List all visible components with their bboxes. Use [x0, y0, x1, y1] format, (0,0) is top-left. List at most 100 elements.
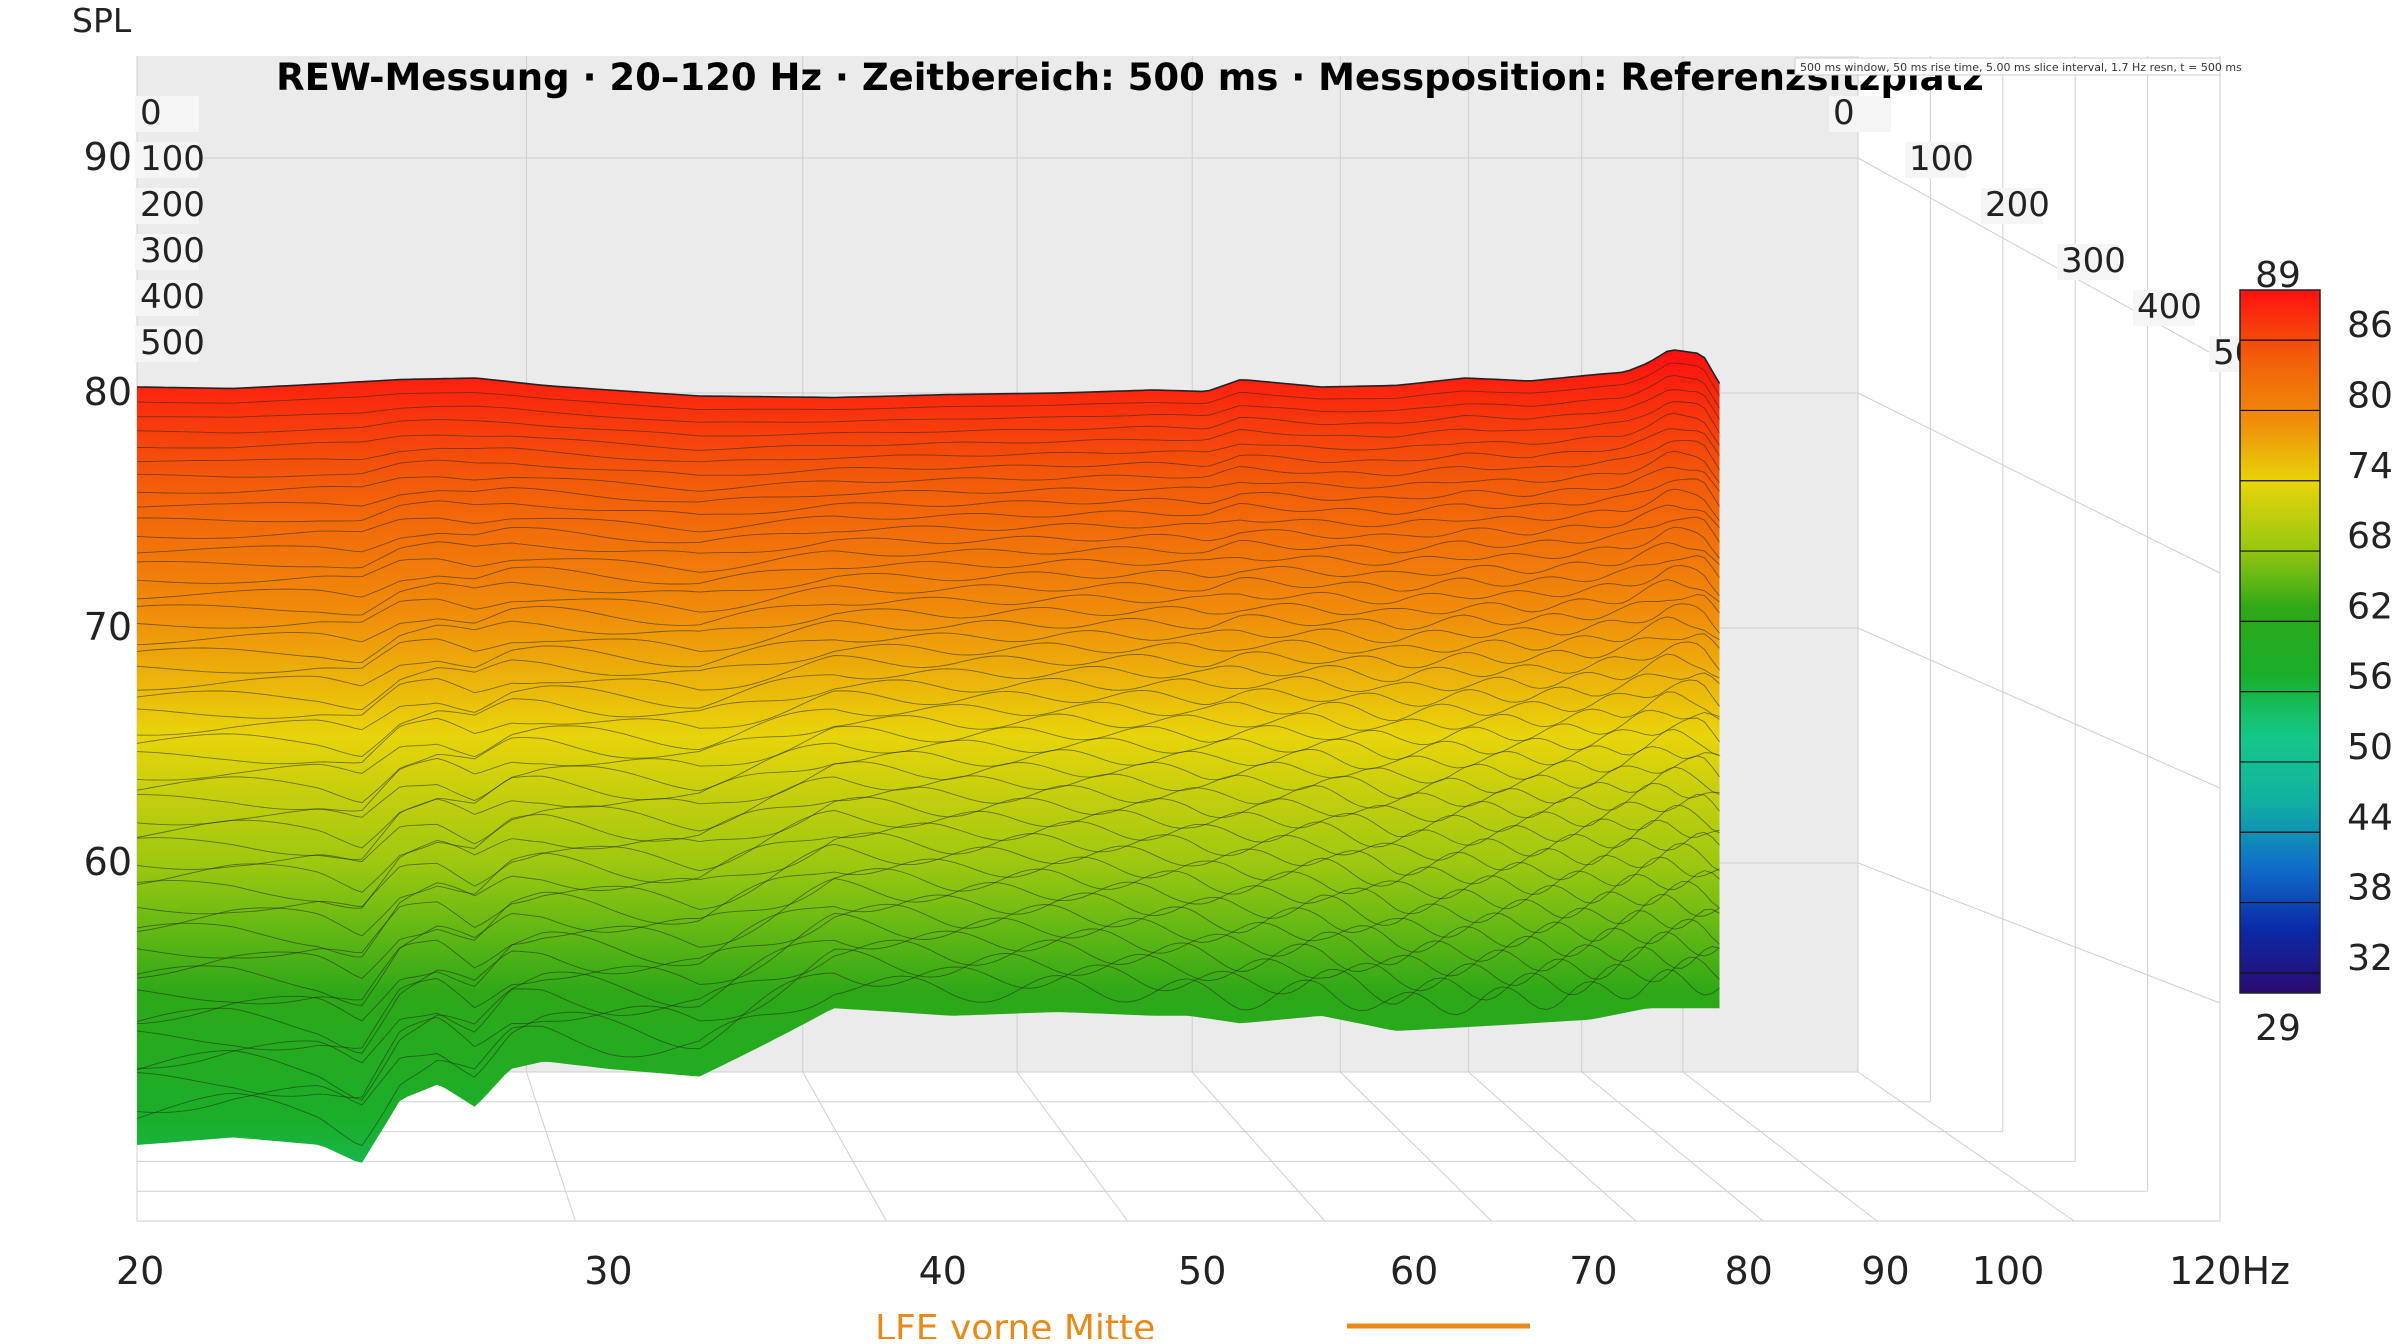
x-tick-label: 70 — [1569, 1249, 1617, 1293]
time-label-bg — [135, 142, 199, 178]
grid-line — [1857, 392, 2221, 574]
time-tick-label: 400 — [140, 277, 205, 317]
x-tick-label: 30 — [584, 1249, 632, 1293]
time-label-bg — [1829, 96, 1891, 132]
slice-line — [136, 805, 1720, 937]
slice-line — [136, 389, 1720, 437]
slice-line — [136, 831, 1720, 959]
slice-line — [136, 918, 1720, 1069]
time-tick-label: 200 — [140, 185, 205, 225]
colorbar-tick-lines — [2240, 339, 2320, 974]
x-axis-ticks: 20 30 40 50 60 70 80 90 100 120Hz — [116, 1249, 2290, 1293]
info-text: 500 ms window, 50 ms rise time, 5.00 ms … — [1800, 61, 2242, 74]
x-tick-label: 50 — [1178, 1249, 1226, 1293]
colorbar-tick-label: 56 — [2347, 657, 2393, 698]
colorbar-tick-label: 50 — [2347, 727, 2393, 768]
grid-line — [1682, 1071, 1878, 1222]
time-label-bg — [135, 96, 199, 132]
front-slice-line — [136, 349, 1721, 399]
slice-line — [136, 728, 1720, 849]
colorbar-tick-label: 86 — [2347, 305, 2393, 346]
surface-fill — [137, 350, 1720, 1163]
slice-line — [136, 880, 1720, 1025]
slice-line — [136, 541, 1720, 616]
grid-line — [525, 1071, 576, 1222]
y-tick-label: 80 — [84, 370, 132, 414]
slice-line — [136, 782, 1720, 909]
y-tick-label: 60 — [84, 840, 132, 884]
grid-line — [1339, 1071, 1492, 1222]
grid-line — [1857, 1071, 2075, 1222]
x-tick-label: 80 — [1724, 1249, 1772, 1293]
colorbar-tick-label: 80 — [2347, 375, 2393, 416]
colorbar-tick-label: 32 — [2347, 938, 2393, 979]
colorbar-tick-label: 68 — [2347, 516, 2393, 557]
time-tick-label: 500 — [140, 323, 205, 363]
time-label-bg — [135, 326, 199, 362]
time-label-bg — [135, 188, 199, 224]
info-box — [1794, 57, 2221, 76]
y-axis-label: SPL — [72, 1, 132, 40]
time-tick-label: 300 — [140, 231, 205, 271]
colorbar-tick-label: 44 — [2347, 797, 2393, 838]
slice-line — [136, 478, 1720, 539]
time-label-bg — [1981, 188, 2043, 224]
x-tick-label: 40 — [919, 1249, 967, 1293]
colorbar-min-label: 29 — [2255, 1008, 2301, 1049]
y-tick-label: 90 — [84, 135, 132, 179]
slice-line — [136, 856, 1720, 1006]
slice-line — [136, 362, 1720, 411]
colorbar-tick-label: 74 — [2347, 446, 2393, 487]
time-tick-label: 300 — [2061, 241, 2126, 281]
slice-line — [136, 526, 1720, 600]
time-label-bg — [135, 234, 199, 270]
grid-line — [1857, 862, 2221, 1004]
slice-line — [136, 516, 1720, 584]
slice-line — [136, 616, 1720, 711]
slice-line — [136, 428, 1720, 478]
colorbar-ticks: 32 38 44 50 56 62 68 74 80 86 — [2347, 305, 2393, 979]
slice-line — [136, 579, 1720, 663]
time-tick-label: 0 — [1833, 93, 1855, 133]
slice-line — [136, 488, 1720, 554]
grid-line — [1191, 1071, 1326, 1222]
grid-line — [1857, 627, 2221, 789]
slice-line — [136, 672, 1720, 765]
grid-side-wall — [1857, 56, 2221, 1221]
slice-line — [136, 894, 1720, 1054]
floor-plane — [137, 1072, 2220, 1221]
slice-line — [136, 603, 1720, 691]
slice-line — [136, 633, 1720, 719]
slice-line — [136, 819, 1720, 958]
slice-line — [136, 842, 1720, 980]
grid-floor — [136, 1071, 2220, 1222]
legend-series-label: LFE vorne Mitte — [875, 1308, 1155, 1339]
slice-line — [136, 755, 1720, 870]
time-axis-labels-left: 0 100 200 300 400 500 — [135, 93, 205, 363]
grid-line — [1581, 1071, 1764, 1222]
y-axis-ticks: 60 70 80 90 — [84, 135, 132, 884]
slice-line — [136, 401, 1720, 451]
time-tick-label: 400 — [2137, 287, 2202, 327]
slice-line — [136, 766, 1720, 893]
slice-line — [136, 968, 1720, 1147]
colorbar-max-label: 89 — [2255, 255, 2301, 296]
slice-line — [136, 555, 1720, 629]
colorbar-tick-label: 62 — [2347, 586, 2393, 627]
waterfall-slices — [136, 349, 1721, 1163]
colorbar-tick-label: 38 — [2347, 868, 2393, 909]
y-tick-label: 70 — [84, 605, 132, 649]
time-label-bg — [1905, 142, 1967, 178]
slice-line — [136, 746, 1720, 861]
slice-line — [137, 375, 1720, 423]
chart-title: REW-Messung · 20–120 Hz · Zeitbereich: 5… — [276, 56, 1984, 99]
slice-line — [136, 412, 1720, 463]
slice-line — [137, 709, 1720, 812]
x-tick-label: 100 — [1972, 1249, 2045, 1293]
grid-line — [1016, 1071, 1129, 1222]
x-tick-label: 60 — [1390, 1249, 1438, 1293]
slice-line — [136, 931, 1720, 1101]
time-tick-label: 100 — [1909, 139, 1974, 179]
time-label-bg — [2057, 244, 2119, 280]
